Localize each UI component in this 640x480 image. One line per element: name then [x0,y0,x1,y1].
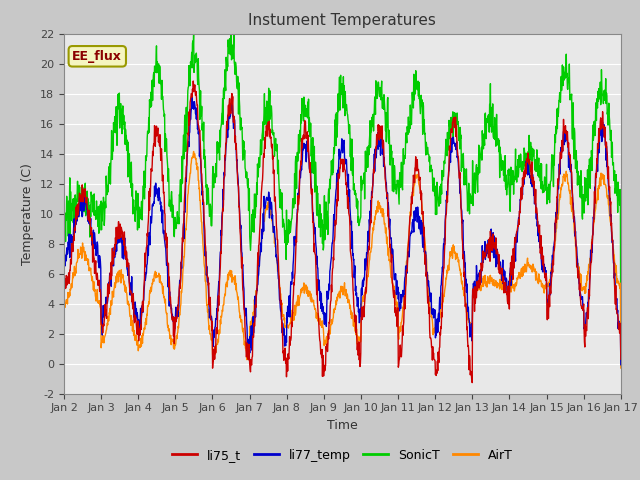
li75_t [246,369,254,375]
Line: li75_t: li75_t [64,81,621,383]
SonicT [170,234,178,240]
li75_t [184,139,191,145]
Line: SonicT: SonicT [64,34,621,363]
li75_t [468,380,476,385]
Line: AirT: AirT [64,152,621,368]
AirT [429,332,437,337]
SonicT [246,248,254,253]
li77_temp [502,282,509,288]
AirT [502,284,509,289]
SonicT [190,31,198,36]
SonicT [502,187,509,192]
li75_t [60,283,68,288]
SonicT [60,231,68,237]
SonicT [551,132,559,137]
li75_t [552,218,559,224]
li75_t [170,341,178,347]
Legend: li75_t, li77_temp, SonicT, AirT: li75_t, li77_temp, SonicT, AirT [167,444,518,467]
Y-axis label: Temperature (C): Temperature (C) [22,163,35,264]
li75_t [502,289,510,295]
SonicT [617,360,625,366]
AirT [617,365,625,371]
Line: li77_temp: li77_temp [64,96,621,365]
li75_t [617,356,625,362]
SonicT [429,188,437,194]
li77_temp [184,142,191,147]
AirT [246,319,254,324]
Text: EE_flux: EE_flux [72,50,122,63]
li77_temp [246,344,254,349]
li77_temp [551,220,559,226]
AirT [170,347,178,352]
li77_temp [188,93,196,99]
AirT [551,236,559,242]
li77_temp [170,315,178,321]
SonicT [184,88,191,94]
AirT [190,149,198,155]
AirT [184,192,191,198]
Title: Instument Temperatures: Instument Temperatures [248,13,436,28]
li75_t [189,78,197,84]
AirT [60,300,68,306]
li77_temp [429,306,437,312]
li77_temp [60,252,68,257]
X-axis label: Time: Time [327,419,358,432]
li75_t [429,355,437,361]
li77_temp [617,362,625,368]
